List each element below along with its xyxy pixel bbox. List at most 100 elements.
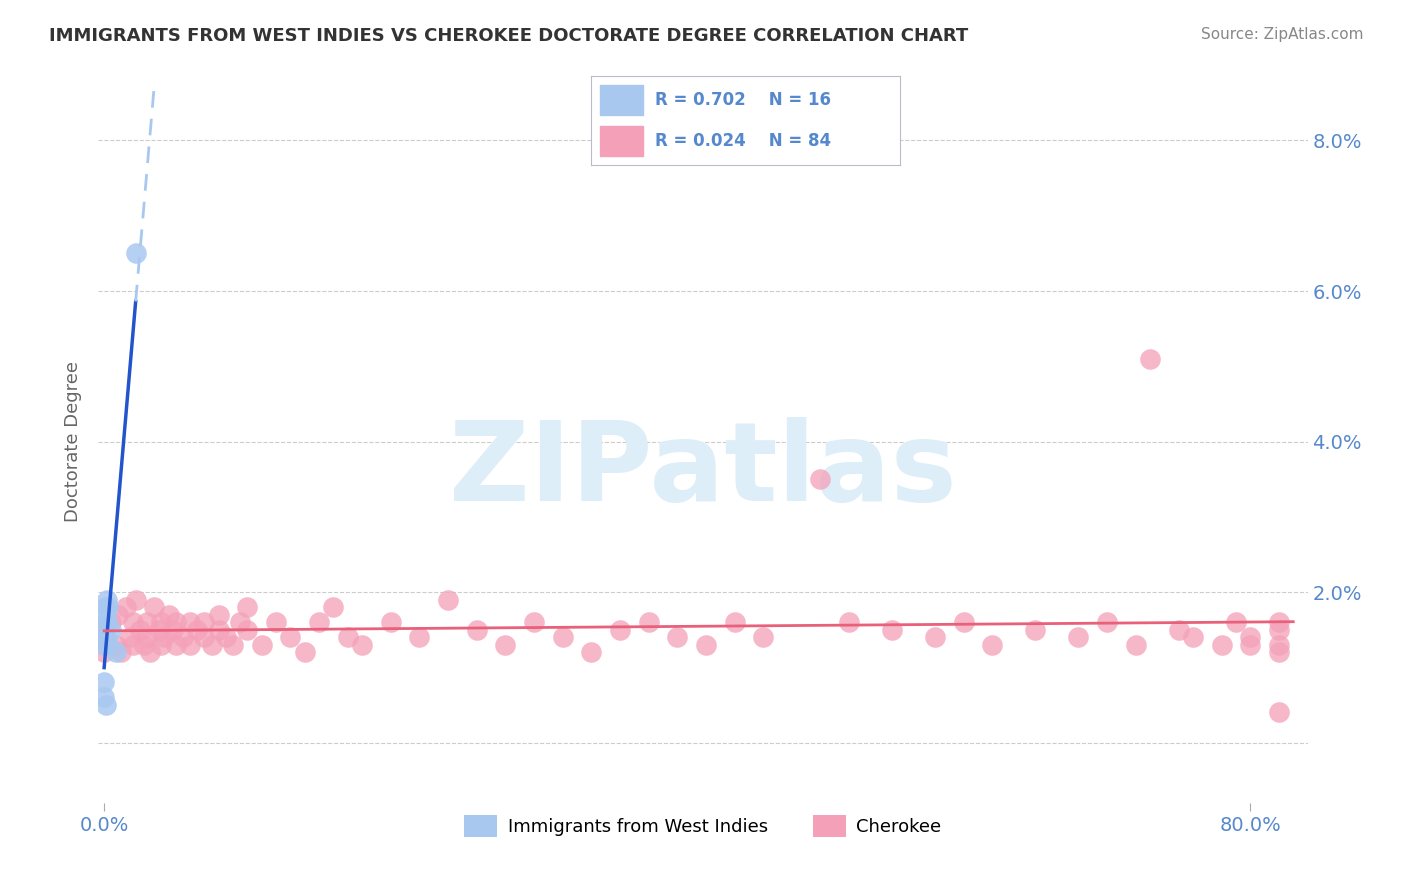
Point — [118, 630, 141, 644]
Bar — [600, 126, 643, 156]
Point — [229, 615, 252, 630]
Point — [193, 615, 215, 630]
Point — [94, 615, 117, 630]
Point — [981, 638, 1004, 652]
Point — [924, 630, 946, 644]
Point — [1239, 630, 1261, 644]
Point — [200, 638, 222, 652]
Point — [1067, 630, 1090, 644]
Point — [93, 645, 115, 659]
Point — [121, 638, 143, 652]
Text: Source: ZipAtlas.com: Source: ZipAtlas.com — [1201, 27, 1364, 42]
Point — [94, 630, 117, 644]
Point — [1239, 638, 1261, 652]
Point — [172, 630, 194, 644]
Point — [124, 246, 146, 260]
Point — [551, 630, 574, 644]
Text: ZIPatlas: ZIPatlas — [449, 417, 957, 524]
Point — [162, 623, 184, 637]
Point — [97, 600, 120, 615]
Point — [1268, 623, 1291, 637]
Point — [1268, 645, 1291, 659]
Point — [1139, 351, 1161, 366]
Point — [179, 615, 201, 630]
Text: IMMIGRANTS FROM WEST INDIES VS CHEROKEE DOCTORATE DEGREE CORRELATION CHART: IMMIGRANTS FROM WEST INDIES VS CHEROKEE … — [49, 27, 969, 45]
Point — [494, 638, 516, 652]
Point — [93, 638, 115, 652]
Point — [215, 630, 238, 644]
Point — [1095, 615, 1118, 630]
Point — [129, 623, 152, 637]
Point — [280, 630, 302, 644]
Point — [322, 600, 344, 615]
Point — [523, 615, 546, 630]
Point — [186, 623, 208, 637]
Point — [93, 675, 115, 690]
Point — [437, 592, 460, 607]
Point — [121, 615, 143, 630]
Point — [308, 615, 330, 630]
Point — [350, 638, 373, 652]
Point — [609, 623, 631, 637]
Point — [581, 645, 603, 659]
Point — [264, 615, 287, 630]
Point — [952, 615, 974, 630]
Point — [157, 607, 180, 622]
Point — [165, 638, 187, 652]
Point — [193, 630, 215, 644]
Point — [1167, 623, 1189, 637]
Point — [104, 645, 127, 659]
Y-axis label: Doctorate Degree: Doctorate Degree — [65, 361, 83, 522]
Point — [104, 638, 127, 652]
Point — [96, 592, 118, 607]
Point — [136, 630, 159, 644]
Text: R = 0.024    N = 84: R = 0.024 N = 84 — [655, 132, 831, 150]
Point — [1125, 638, 1147, 652]
Point — [1211, 638, 1233, 652]
Point — [143, 600, 166, 615]
Point — [150, 638, 173, 652]
Point — [208, 607, 231, 622]
Point — [93, 623, 115, 637]
Text: R = 0.702    N = 16: R = 0.702 N = 16 — [655, 91, 831, 109]
Point — [1225, 615, 1247, 630]
Point — [153, 630, 176, 644]
Point — [136, 615, 159, 630]
Bar — [600, 85, 643, 115]
Point — [93, 623, 115, 637]
Point — [723, 615, 745, 630]
Point — [1268, 638, 1291, 652]
Point — [380, 615, 402, 630]
Point — [666, 630, 689, 644]
Point — [294, 645, 316, 659]
Point — [838, 615, 860, 630]
Legend: Immigrants from West Indies, Cherokee: Immigrants from West Indies, Cherokee — [457, 808, 949, 845]
Point — [1024, 623, 1046, 637]
Point — [408, 630, 430, 644]
Point — [139, 645, 162, 659]
Point — [236, 600, 259, 615]
Point — [97, 638, 120, 652]
Point — [107, 607, 129, 622]
Point — [1268, 615, 1291, 630]
Point — [100, 615, 122, 630]
Point — [250, 638, 273, 652]
Point — [148, 623, 170, 637]
Point — [882, 623, 904, 637]
Point — [179, 638, 201, 652]
Point — [236, 623, 259, 637]
Point — [637, 615, 659, 630]
Point — [100, 623, 122, 637]
Point — [150, 615, 173, 630]
Point — [165, 615, 187, 630]
Point — [752, 630, 775, 644]
Point — [695, 638, 717, 652]
Point — [208, 623, 231, 637]
Point — [810, 472, 832, 486]
Point — [465, 623, 488, 637]
Point — [222, 638, 245, 652]
Point — [336, 630, 359, 644]
Point — [94, 698, 117, 712]
Point — [124, 592, 146, 607]
Point — [110, 645, 132, 659]
